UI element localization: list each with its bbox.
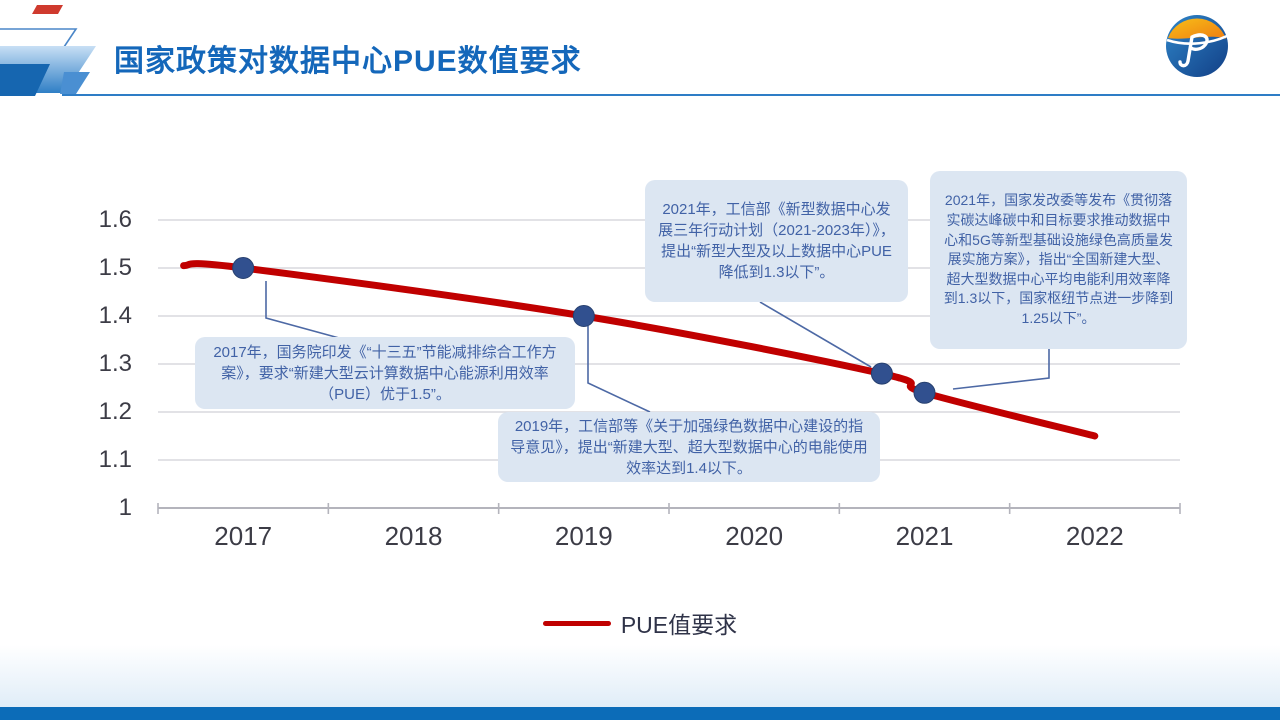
annotation-2017-callout: 2017年，国务院印发《“十三五”节能减排综合工作方案》，要求“新建大型云计算数… xyxy=(195,337,575,409)
data-point-marker xyxy=(232,257,255,279)
legend-label: PUE值要求 xyxy=(620,612,738,638)
data-point-marker xyxy=(572,305,595,327)
x-tick-label: 2019 xyxy=(554,521,613,551)
y-tick-label: 1.2 xyxy=(98,398,132,425)
red-accent-shape xyxy=(32,5,63,14)
y-tick-label: 1 xyxy=(118,494,132,521)
annotation-2019-callout: 2019年，工信部等《关于加强绿色数据中心建设的指导意见》，提出“新建大型、超大… xyxy=(498,412,880,482)
annotation-connector-2021-miit xyxy=(759,301,872,368)
bottom-accent-bar xyxy=(0,707,1280,720)
logo-letter-shape xyxy=(1178,33,1209,68)
dark-parallelogram-shape xyxy=(0,64,50,96)
bottom-gradient-band xyxy=(0,645,1280,707)
x-tick-label: 2022 xyxy=(1065,521,1124,551)
side-parallelogram-shape xyxy=(60,72,90,94)
data-point-marker xyxy=(913,381,936,404)
annotation-2019-text: 2019年，工信部等《关于加强绿色数据中心建设的指导意见》，提出“新建大型、超大… xyxy=(510,417,868,477)
chart-legend: PUE值要求 xyxy=(0,606,1280,640)
y-tick-label: 1.4 xyxy=(98,302,132,329)
annotation-2021-ndrc-callout: 2021年，国家发改委等发布《贯彻落实碳达峰碳中和目标要求推动数据中心和5G等新… xyxy=(930,171,1187,349)
annotation-2021-miit-callout: 2021年，工信部《新型数据中心发展三年行动计划（2021-2023年）》，提出… xyxy=(645,180,908,302)
data-point-marker xyxy=(870,362,893,385)
annotation-connector-2021-ndrc xyxy=(952,349,1050,390)
x-tickmarks-group xyxy=(157,503,1181,514)
logo-orange-arc-shape xyxy=(1168,18,1226,39)
page-title: 国家政策对数据中心PUE数值要求 xyxy=(114,45,582,78)
annotation-2021-miit-text: 2021年，工信部《新型数据中心发展三年行动计划（2021-2023年）》，提出… xyxy=(658,201,895,281)
logo-swoosh-shape xyxy=(1166,34,1228,45)
annotation-2021-ndrc-text: 2021年，国家发改委等发布《贯彻落实碳达峰碳中和目标要求推动数据中心和5G等新… xyxy=(943,192,1174,326)
y-tick-label: 1.3 xyxy=(98,350,132,377)
x-tick-label: 2020 xyxy=(725,521,784,551)
y-tick-label: 1.6 xyxy=(98,206,132,233)
x-tick-label: 2017 xyxy=(214,521,273,551)
y-tick-label: 1.5 xyxy=(98,254,132,281)
annotation-2017-text: 2017年，国务院印发《“十三五”节能减排综合工作方案》，要求“新建大型云计算数… xyxy=(213,343,557,403)
header-decoration xyxy=(0,5,96,96)
y-tick-label: 1.1 xyxy=(98,446,132,473)
title-separator-line xyxy=(62,94,1280,96)
legend-line-swatch xyxy=(542,620,611,626)
x-tick-label: 2018 xyxy=(384,521,443,551)
company-logo-icon xyxy=(1166,15,1228,77)
data-point-markers-group xyxy=(232,257,936,404)
x-tick-label: 2021 xyxy=(895,521,954,551)
annotation-connector-2019 xyxy=(587,326,651,413)
